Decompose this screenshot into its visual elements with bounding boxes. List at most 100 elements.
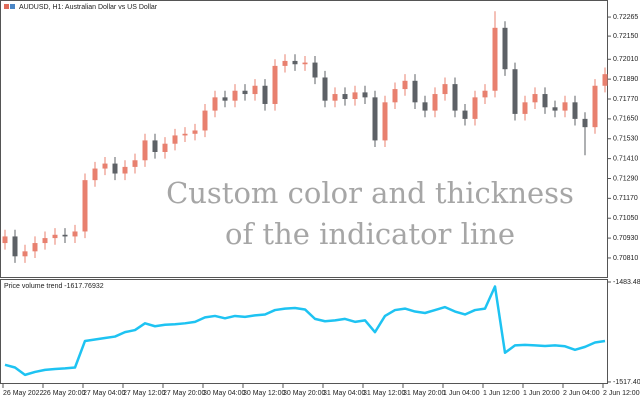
candle-body bbox=[112, 163, 118, 174]
candle-body bbox=[452, 84, 458, 111]
candle-body bbox=[402, 80, 408, 90]
annotation: Custom color and thickness bbox=[166, 176, 574, 210]
candle-body bbox=[132, 160, 138, 167]
chart-title: AUDUSD, H1: Australian Dollar vs US Doll… bbox=[19, 4, 158, 11]
candle-body bbox=[252, 85, 258, 95]
candle-body bbox=[292, 60, 298, 65]
candle-body bbox=[2, 236, 8, 244]
y-tick-label: 0.71650 bbox=[613, 116, 638, 123]
icon bbox=[10, 4, 15, 9]
candle-body bbox=[512, 69, 518, 114]
x-tick-label: 31 May 12:00 bbox=[363, 390, 406, 397]
candle-body bbox=[572, 102, 578, 119]
x-tick-label: 30 May 20:00 bbox=[283, 390, 326, 397]
candle-body bbox=[172, 135, 178, 144]
candle-body bbox=[152, 140, 158, 152]
candle-body bbox=[12, 236, 18, 257]
candle-body bbox=[392, 89, 398, 103]
x-tick-label: 30 May 12:00 bbox=[243, 390, 286, 397]
y-tick-label: 0.70930 bbox=[613, 235, 638, 242]
candle-body bbox=[482, 90, 488, 98]
candle-body bbox=[142, 140, 148, 161]
candle-body bbox=[282, 60, 288, 66]
candle-body bbox=[272, 65, 278, 104]
indicator-title: Price volume trend -1617.76932 bbox=[4, 283, 104, 290]
candle-body bbox=[72, 231, 78, 237]
candle-body bbox=[442, 84, 448, 95]
candle-body bbox=[232, 90, 238, 101]
candle-body bbox=[102, 163, 108, 169]
x-tick-label: 27 May 20:00 bbox=[163, 390, 206, 397]
y-tick-label: 0.70810 bbox=[613, 255, 638, 262]
candle-body bbox=[322, 77, 328, 101]
candle-body bbox=[352, 92, 358, 100]
candle-body bbox=[532, 94, 538, 103]
x-tick-label: 26 May 20:00 bbox=[43, 390, 86, 397]
candle-body bbox=[342, 94, 348, 100]
candle-body bbox=[312, 62, 318, 78]
candle-body bbox=[212, 97, 218, 111]
candle-body bbox=[42, 238, 48, 244]
y-tick-label: 0.72265 bbox=[613, 14, 638, 21]
candle-body bbox=[32, 243, 38, 252]
indicator-line bbox=[4, 285, 606, 377]
candle-body bbox=[52, 234, 58, 239]
candle-body bbox=[422, 102, 428, 111]
y-tick-label: -1483.4803 bbox=[613, 279, 640, 286]
x-tick-label: 1 Jun 20:00 bbox=[523, 390, 560, 397]
y-tick-label: 0.71170 bbox=[613, 195, 638, 202]
y-tick-label: -1517.4027 bbox=[613, 379, 640, 386]
y-tick-label: 0.71530 bbox=[613, 136, 638, 143]
candle-body bbox=[542, 94, 548, 108]
candle-body bbox=[362, 92, 368, 98]
candle-body bbox=[122, 166, 128, 174]
candle-body bbox=[262, 85, 268, 104]
candle-body bbox=[382, 102, 388, 141]
candle-body bbox=[552, 107, 558, 111]
candle-body bbox=[522, 102, 528, 114]
candle-body bbox=[62, 234, 68, 237]
x-tick-label: 2 Jun 12:00 bbox=[603, 390, 640, 397]
x-tick-label: 26 May 2022 bbox=[3, 390, 44, 397]
candle-body bbox=[372, 97, 378, 141]
annotation: of the indicator line bbox=[225, 217, 515, 251]
candle-body bbox=[82, 180, 88, 232]
candle-body bbox=[592, 85, 598, 128]
x-tick-label: 31 May 20:00 bbox=[403, 390, 446, 397]
indicator-pane bbox=[0, 279, 608, 384]
y-tick-label: 0.72010 bbox=[613, 56, 638, 63]
x-tick-label: 1 Jun 04:00 bbox=[443, 390, 480, 397]
x-tick-label: 27 May 12:00 bbox=[123, 390, 166, 397]
candle-body bbox=[492, 27, 498, 91]
candle-body bbox=[302, 62, 308, 65]
candle-body bbox=[332, 94, 338, 101]
candle-body bbox=[222, 97, 228, 101]
y-tick-label: 0.71050 bbox=[613, 215, 638, 222]
x-tick-label: 2 Jun 04:00 bbox=[563, 390, 600, 397]
icon bbox=[4, 4, 9, 9]
candle-body bbox=[462, 110, 468, 119]
y-tick-label: 0.71410 bbox=[613, 155, 638, 162]
x-tick-label: 27 May 04:00 bbox=[83, 390, 126, 397]
x-tick-label: 30 May 04:00 bbox=[203, 390, 246, 397]
candle-body bbox=[602, 74, 608, 86]
candle-body bbox=[432, 94, 438, 111]
y-tick-label: 0.71770 bbox=[613, 96, 638, 103]
candle-body bbox=[242, 90, 248, 95]
candle-body bbox=[412, 80, 418, 103]
candle-body bbox=[582, 118, 588, 128]
candle-body bbox=[92, 168, 98, 181]
x-tick-label: 31 May 04:00 bbox=[323, 390, 366, 397]
candle-body bbox=[162, 143, 168, 152]
candle-body bbox=[472, 97, 478, 119]
candle-body bbox=[192, 130, 198, 134]
x-tick-label: 1 Jun 12:00 bbox=[483, 390, 520, 397]
candle-body bbox=[502, 27, 508, 70]
y-tick-label: 0.71290 bbox=[613, 175, 638, 182]
y-tick-label: 0.72150 bbox=[613, 33, 638, 40]
candle-body bbox=[182, 133, 188, 136]
candle-body bbox=[202, 110, 208, 131]
y-tick-label: 0.71890 bbox=[613, 76, 638, 83]
